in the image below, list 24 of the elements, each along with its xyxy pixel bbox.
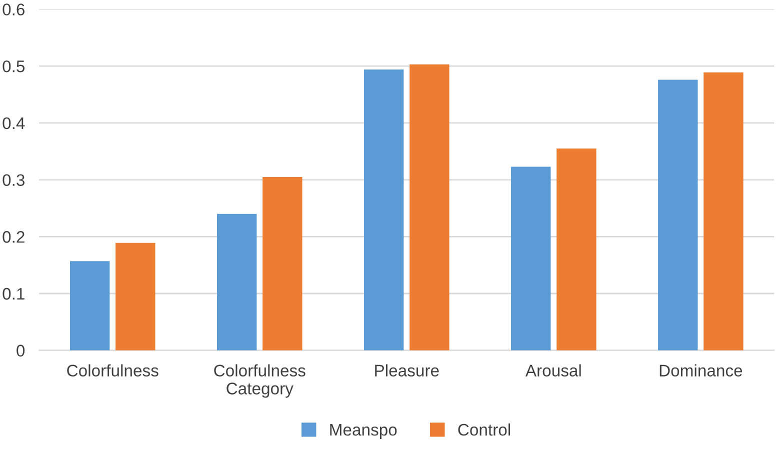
y-tick-label: 0.4 — [2, 117, 25, 130]
bar — [511, 166, 551, 350]
legend-label: Meanspo — [330, 424, 397, 439]
x-tick-label: Arousal — [525, 364, 581, 376]
bar — [704, 72, 744, 350]
x-tick-label: Colorfulness Category — [214, 364, 306, 398]
y-tick-label: 0.2 — [2, 231, 24, 243]
y-tick-label: 0.1 — [2, 288, 24, 300]
bar — [410, 64, 450, 350]
bar — [658, 80, 698, 350]
y-tick-label: 0.6 — [2, 4, 24, 16]
x-tick-label: Colorfulness — [67, 364, 158, 376]
bar — [262, 176, 302, 350]
bar — [216, 214, 257, 350]
y-tick-label: 0.5 — [2, 60, 25, 72]
bar — [116, 242, 156, 350]
y-tick-label: 0 — [16, 344, 25, 357]
x-tick-label: Pleasure — [375, 364, 439, 376]
bar — [556, 148, 596, 350]
bar — [364, 69, 404, 350]
legend-label: Control — [458, 423, 510, 436]
bar — [70, 261, 110, 350]
x-tick-label: Dominance — [660, 364, 742, 376]
y-tick-label: 0.3 — [2, 174, 24, 186]
